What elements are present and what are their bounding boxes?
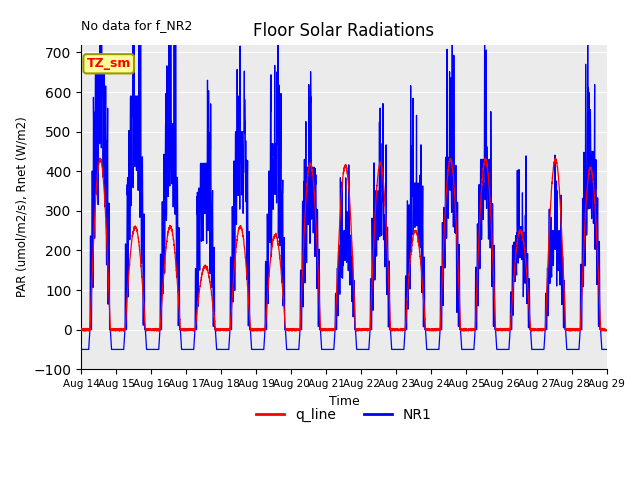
Title: Floor Solar Radiations: Floor Solar Radiations [253, 22, 435, 40]
Y-axis label: PAR (umol/m2/s), Rnet (W/m2): PAR (umol/m2/s), Rnet (W/m2) [15, 117, 28, 297]
Text: No data for f_NR2: No data for f_NR2 [81, 19, 193, 32]
X-axis label: Time: Time [328, 395, 359, 408]
Text: TZ_sm: TZ_sm [86, 57, 131, 70]
Legend: q_line, NR1: q_line, NR1 [251, 402, 437, 427]
